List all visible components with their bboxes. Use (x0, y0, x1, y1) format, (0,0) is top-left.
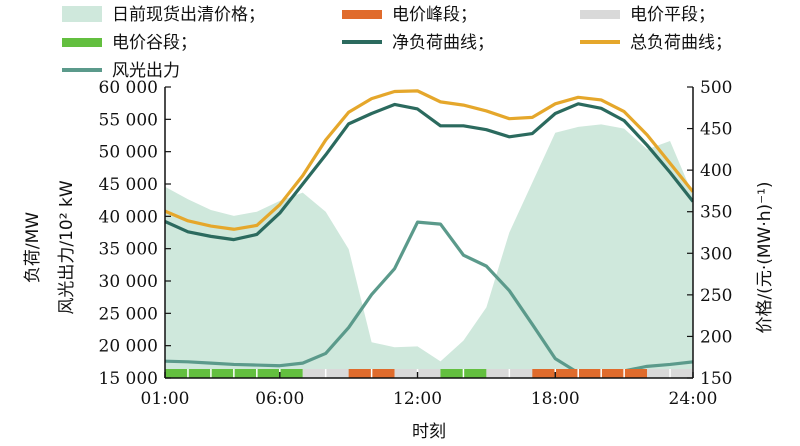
legend-item: 日前现货出清价格； (62, 5, 265, 25)
legend-swatch-bar (342, 10, 382, 19)
legend-item: 电价谷段； (62, 33, 197, 53)
right-tick-label: 400 (700, 161, 732, 181)
left-axis-title-load: 负荷/MW (23, 212, 43, 283)
left-tick-label: 40 000 (99, 207, 158, 227)
legend-item: 总负荷曲线； (580, 33, 732, 53)
legend-item: 电价峰段； (342, 5, 477, 25)
right-tick-label: 200 (700, 327, 732, 347)
legend-label: 净负荷曲线； (392, 33, 494, 53)
right-tick-label: 500 (700, 78, 732, 98)
left-tick-label: 20 000 (99, 337, 158, 357)
left-tick-label: 55 000 (99, 110, 158, 130)
net-load-line (165, 102, 693, 242)
legend-swatch-bar (580, 10, 620, 19)
left-tick-label: 25 000 (99, 304, 158, 324)
legend-label: 电价平段； (630, 5, 715, 25)
legend-item: 风光出力 (62, 61, 180, 81)
left-axis-title-output: 风光出力/10² kW (57, 180, 77, 314)
right-axis-title: 价格/(元·(MW·h)⁻¹) (755, 181, 775, 333)
legend-swatch-bar (62, 38, 102, 47)
legend-label: 电价谷段； (112, 33, 197, 53)
plot-area (165, 89, 693, 378)
right-tick-label: 450 (700, 120, 732, 140)
left-tick-label: 50 000 (99, 143, 158, 163)
x-tick-label: 06:00 (255, 389, 304, 409)
price-period-segment (532, 369, 648, 378)
left-tick-label: 30 000 (99, 272, 158, 292)
left-tick-label: 35 000 (99, 240, 158, 260)
legend-label: 日前现货出清价格； (112, 5, 265, 25)
left-tick-label: 45 000 (99, 175, 158, 195)
legend-swatch-area (62, 6, 102, 22)
left-tick-label: 15 000 (99, 369, 158, 389)
legend-item: 电价平段； (580, 5, 715, 25)
right-tick-label: 300 (700, 244, 732, 264)
legend-label: 电价峰段； (392, 5, 477, 25)
x-tick-label: 12:00 (393, 389, 442, 409)
x-tick-label: 01:00 (141, 389, 190, 409)
x-tick-label: 18:00 (531, 389, 580, 409)
x-tick-label: 24:00 (669, 389, 718, 409)
right-tick-label: 250 (700, 286, 732, 306)
right-tick-label: 150 (700, 369, 732, 389)
total-load-line (165, 89, 693, 231)
left-tick-label: 60 000 (99, 78, 158, 98)
right-tick-label: 350 (700, 203, 732, 223)
price-area (165, 124, 693, 378)
legend-item: 净负荷曲线； (342, 33, 494, 53)
x-axis-title: 时刻 (412, 422, 446, 442)
legend-label: 风光出力 (112, 61, 180, 81)
legend-label: 总负荷曲线； (630, 33, 732, 53)
